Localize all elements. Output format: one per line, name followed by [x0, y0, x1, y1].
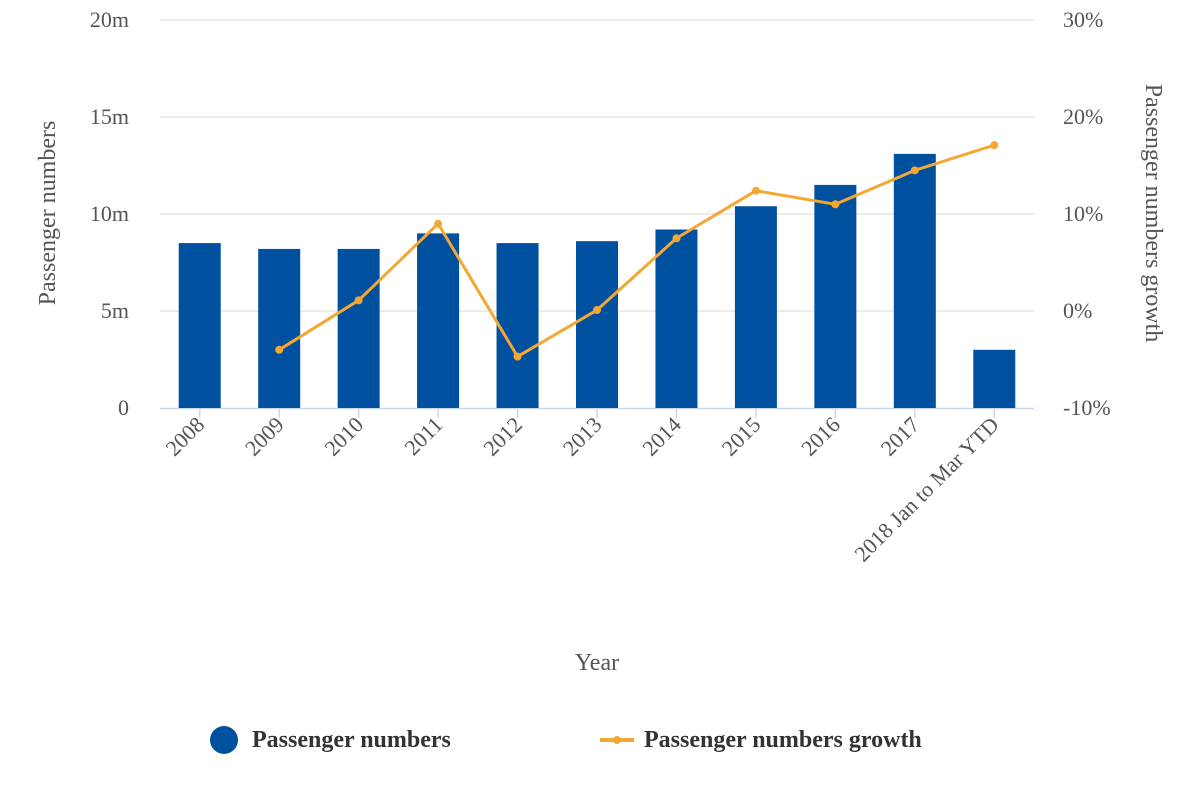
x-tick-label: 2009 [240, 412, 289, 461]
y-axis-left-ticks: 0 5m 10m 15m 20m [90, 7, 129, 420]
bar[interactable] [973, 349, 1016, 408]
growth-point[interactable] [751, 186, 760, 195]
bar[interactable] [337, 248, 380, 408]
bar[interactable] [496, 243, 539, 408]
bar[interactable] [576, 241, 618, 408]
y-tick-label: 10m [90, 201, 129, 226]
growth-point[interactable] [354, 296, 363, 305]
x-tick-label: 2014 [637, 412, 686, 461]
y2-tick-label: -10% [1063, 395, 1111, 420]
x-tick-label: 2012 [478, 412, 527, 461]
x-tick-label: 2011 [399, 412, 447, 460]
bar[interactable] [893, 153, 936, 408]
bar-series [178, 153, 1016, 408]
x-tick-label: 2015 [717, 412, 766, 461]
y-axis-right-ticks: -10% 0% 10% 20% 30% [1063, 7, 1111, 420]
x-tick-label: 2010 [319, 412, 368, 461]
legend-label-passenger-numbers-growth: Passenger numbers growth [644, 726, 922, 753]
growth-point[interactable] [593, 306, 601, 315]
legend-bar-swatch-icon [210, 726, 238, 754]
x-tick-label: 2016 [796, 412, 845, 461]
growth-line [278, 143, 995, 359]
line-series [275, 141, 999, 361]
y2-tick-label: 0% [1063, 298, 1092, 323]
legend: Passenger numbers Passenger numbers grow… [0, 718, 1200, 762]
bar[interactable] [814, 184, 857, 408]
y-axis-title: Passenger numbers [35, 121, 61, 306]
legend-item-passenger-numbers-growth[interactable]: Passenger numbers growth [600, 718, 922, 762]
growth-point[interactable] [910, 166, 919, 175]
legend-line-swatch-icon [600, 736, 634, 744]
growth-point[interactable] [434, 219, 443, 228]
x-axis-ticks: 2008 2009 2010 2011 2012 2013 2014 2015 2016 2017… [160, 408, 1004, 567]
x-axis-title: Year [575, 650, 619, 676]
growth-point[interactable] [672, 234, 681, 243]
x-tick-label: 2017 [876, 412, 925, 461]
bar[interactable] [258, 248, 301, 408]
bar[interactable] [178, 243, 221, 408]
y2-tick-label: 10% [1063, 201, 1103, 226]
bar[interactable] [417, 233, 460, 408]
y-tick-label: 5m [101, 298, 129, 323]
legend-item-passenger-numbers[interactable]: Passenger numbers [210, 718, 451, 762]
growth-point[interactable] [831, 200, 840, 209]
growth-point[interactable] [513, 352, 522, 361]
legend-label-passenger-numbers: Passenger numbers [252, 726, 451, 753]
y2-tick-label: 30% [1063, 7, 1103, 32]
x-tick-label: 2018 Jan to Mar YTD [849, 412, 1004, 567]
y-tick-label: 15m [90, 104, 129, 129]
bar[interactable] [734, 206, 777, 408]
y-tick-label: 0 [118, 395, 129, 420]
x-tick-label: 2013 [558, 412, 607, 461]
y2-axis-title: Passenger numbers growth [1140, 84, 1166, 343]
y-tick-label: 20m [90, 7, 129, 32]
x-tick-label: 2008 [160, 412, 209, 461]
bar[interactable] [655, 229, 698, 408]
y2-tick-label: 20% [1063, 104, 1103, 129]
growth-point[interactable] [990, 141, 999, 150]
growth-point[interactable] [275, 345, 284, 354]
